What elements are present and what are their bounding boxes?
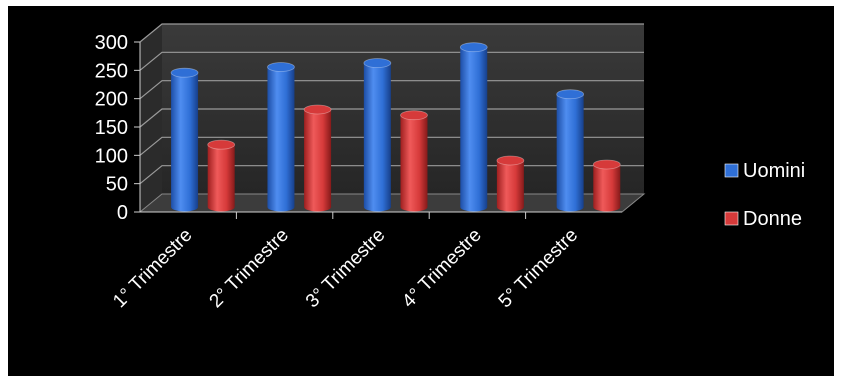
x-category-label: 3° Trimestre (302, 225, 389, 312)
x-category-label: 5° Trimestre (495, 225, 582, 312)
y-tick-label: 200 (95, 89, 128, 111)
bar-body (363, 63, 391, 212)
bar-donne (400, 110, 428, 212)
bar-uomini (267, 62, 295, 212)
bar-top (363, 58, 392, 68)
legend-swatch (724, 211, 739, 226)
bar-top (556, 89, 585, 100)
bar-body (593, 164, 621, 212)
bar-donne (496, 155, 525, 212)
bar-donne (303, 104, 332, 212)
gridline (139, 23, 644, 43)
bar-body (267, 67, 295, 212)
bar-body (556, 94, 584, 212)
y-tick-label: 50 (106, 174, 128, 196)
bar-donne (207, 139, 236, 212)
bar-top (400, 110, 428, 121)
y-tick-label: 0 (117, 202, 128, 224)
x-category-label: 4° Trimestre (398, 225, 485, 312)
bar-uomini (363, 58, 392, 212)
bar-body (400, 115, 428, 212)
legend-label: Uomini (743, 160, 805, 182)
x-category-label: 2° Trimestre (206, 225, 293, 312)
bar-uomini (556, 89, 585, 212)
legend-label: Donne (743, 208, 802, 230)
bar-body (496, 160, 524, 212)
bar-uomini (170, 67, 199, 212)
legend-item-uomini: Uomini (724, 160, 805, 182)
bar-uomini (459, 42, 488, 212)
legend-item-donne: Donne (724, 208, 802, 230)
bar-top (170, 67, 199, 78)
bar-body (460, 47, 488, 212)
bar-body (304, 109, 332, 212)
bar-top (459, 42, 488, 53)
bar-top (592, 159, 621, 170)
y-tick-label: 250 (95, 60, 128, 82)
legend-swatch (724, 163, 739, 178)
x-category-label: 1° Trimestre (109, 225, 196, 312)
y-tick-label: 150 (95, 117, 128, 139)
bar-body (171, 72, 199, 212)
bar-body (207, 144, 235, 212)
y-tick-label: 100 (95, 145, 128, 167)
bar-top (267, 62, 295, 72)
bar-top (303, 104, 332, 115)
bar-top (496, 155, 525, 166)
bar-top (207, 139, 236, 150)
bar-donne (592, 159, 621, 212)
y-tick-label: 300 (95, 32, 128, 54)
